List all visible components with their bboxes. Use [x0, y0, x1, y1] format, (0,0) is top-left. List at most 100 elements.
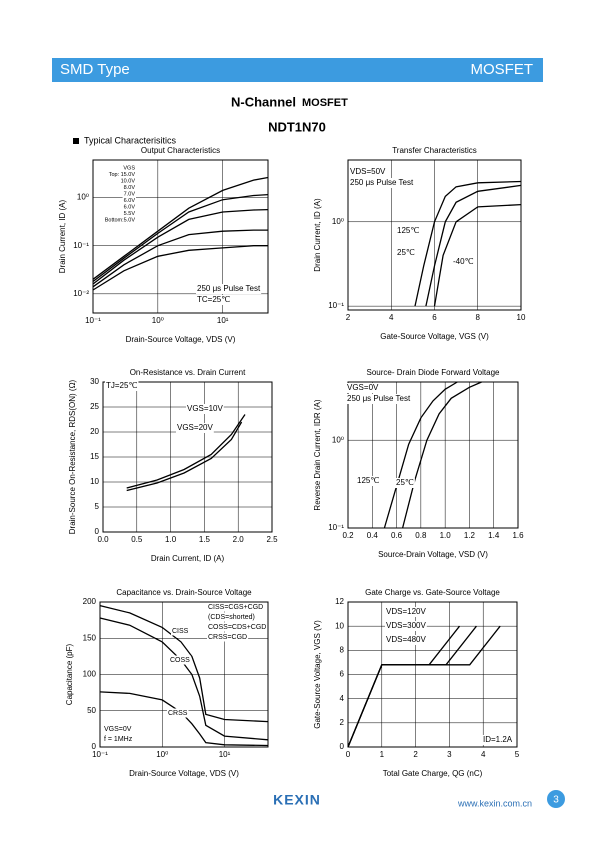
- chart-title: Source- Drain Diode Forward Voltage: [367, 368, 501, 377]
- y-tick-label: 10⁻¹: [73, 241, 89, 250]
- curve: [99, 691, 269, 747]
- x-tick-label: 1.0: [165, 535, 177, 544]
- curve: [99, 604, 269, 723]
- annotation-bg: [346, 394, 412, 404]
- part-number: NDT1N70: [268, 119, 326, 134]
- y-tick-label: 20: [90, 427, 99, 436]
- title-main: N-Channel: [231, 94, 296, 109]
- annotation-bg: [207, 612, 256, 622]
- x-tick-label: 1.2: [464, 531, 476, 540]
- y-tick-label: 12: [335, 597, 344, 606]
- annotation: 10.0V: [121, 178, 136, 184]
- header-bar: [52, 58, 543, 82]
- bullet: [73, 138, 79, 144]
- annotation-bg: [396, 226, 421, 236]
- y-tick-label: 30: [90, 377, 99, 386]
- curve: [92, 176, 269, 280]
- x-tick-label: 10⁰: [156, 750, 168, 759]
- curve: [92, 229, 268, 288]
- page-badge: [547, 790, 565, 808]
- annotation-bg: [119, 177, 136, 185]
- chart-title: On-Resistance vs. Drain Current: [130, 368, 246, 377]
- y-tick-label: 6: [340, 670, 345, 679]
- annotation: (CDS=shorted): [208, 614, 255, 621]
- title-sub: MOSFET: [302, 97, 348, 109]
- x-tick-label: 2.5: [266, 535, 278, 544]
- annotation-bg: [176, 423, 214, 433]
- x-tick-label: 10: [517, 313, 526, 322]
- x-tick-label: 4: [389, 313, 394, 322]
- y-axis-label: Reverse Drain Current, IDR (A): [313, 399, 322, 510]
- annotation: VGS=0V: [104, 726, 132, 733]
- annotation: COSS=CDS+CGD: [208, 624, 266, 631]
- x-tick-label: 1.4: [488, 531, 500, 540]
- annotation-bg: [171, 626, 190, 636]
- y-axis-label: Drain Current, ID (A): [313, 198, 322, 272]
- curve: [92, 193, 269, 283]
- x-tick-label: 4: [481, 750, 486, 759]
- annotation: VDS=480V: [386, 635, 426, 644]
- annotation-bg: [122, 190, 136, 198]
- x-tick-label: 10⁻¹: [85, 316, 101, 325]
- header-right: MOSFET: [471, 61, 534, 78]
- y-tick-label: 10: [90, 477, 99, 486]
- annotation: 250 μs Pulse Test: [350, 178, 414, 187]
- y-tick-label: 10⁻¹: [328, 301, 344, 310]
- annotation: 125℃: [397, 226, 419, 235]
- annotation: TC=25℃: [197, 295, 230, 304]
- annotation-bg: [207, 622, 268, 632]
- x-tick-label: 0.4: [367, 531, 379, 540]
- annotation-bg: [122, 209, 136, 218]
- annotation: 250 μs Pulse Test: [197, 284, 261, 293]
- annotation: 6.0V: [124, 198, 136, 204]
- x-axis-label: Drain-Source Voltage, VDS (V): [126, 335, 236, 344]
- page-number: 3: [553, 795, 559, 806]
- annotation-bg: [452, 257, 475, 267]
- x-tick-label: 0.0: [97, 535, 109, 544]
- curve: [414, 180, 522, 307]
- curve: [347, 625, 501, 748]
- y-tick-label: 4: [340, 694, 345, 703]
- annotation: f = 1MHz: [104, 736, 133, 743]
- y-tick-label: 200: [83, 597, 97, 606]
- annotation-bg: [385, 621, 427, 631]
- x-axis-label: Source-Drain Voltage, VSD (V): [378, 550, 488, 559]
- annotation: CISS: [172, 628, 189, 635]
- annotation: CRSS=CGD: [208, 634, 247, 641]
- x-tick-label: 10¹: [217, 316, 229, 325]
- y-tick-label: 8: [340, 645, 345, 654]
- chart-title: Output Characteristics: [141, 146, 220, 155]
- annotation: 125℃: [357, 476, 379, 485]
- x-tick-label: 3: [447, 750, 452, 759]
- x-axis-label: Drain Current, ID (A): [151, 554, 225, 563]
- annotation-bg: [207, 602, 265, 612]
- header-left: SMD Type: [60, 61, 130, 78]
- annotation-bg: [385, 607, 427, 617]
- annotation-bg: [107, 170, 136, 179]
- curve: [92, 245, 268, 291]
- annotation-bg: [103, 216, 136, 224]
- y-tick-label: 150: [83, 633, 97, 642]
- footer-url: www.kexin.com.cn: [457, 798, 532, 808]
- x-axis-label: Gate-Source Voltage, VGS (V): [380, 332, 489, 341]
- y-tick-label: 15: [90, 452, 99, 461]
- footer-logo: KEXIN: [273, 792, 321, 808]
- annotation: VGS: [123, 165, 135, 171]
- x-tick-label: 10⁻¹: [92, 750, 108, 759]
- annotation-bg: [395, 478, 415, 488]
- curve: [92, 208, 269, 285]
- x-tick-label: 0.6: [391, 531, 403, 540]
- annotation: VGS=20V: [177, 423, 213, 432]
- annotation-bg: [349, 178, 415, 188]
- x-tick-label: 10¹: [219, 750, 231, 759]
- annotation: Bottom:5.0V: [105, 217, 136, 223]
- annotation-bg: [396, 248, 416, 258]
- x-tick-label: 5: [515, 750, 520, 759]
- x-tick-label: 8: [476, 313, 481, 322]
- annotation: VGS=0V: [347, 383, 379, 392]
- chart-title: Gate Charge vs. Gate-Source Voltage: [365, 588, 500, 597]
- x-tick-label: 2.0: [233, 535, 245, 544]
- y-tick-label: 0: [92, 742, 97, 751]
- annotation: COSS: [170, 657, 190, 664]
- annotation: Top: 15.0V: [109, 172, 136, 178]
